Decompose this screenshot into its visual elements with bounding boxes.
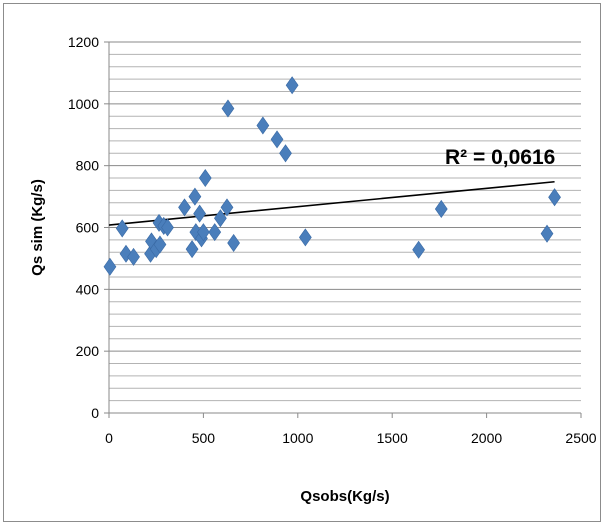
data-point [119,244,133,263]
data-point [270,130,284,149]
r-squared-annotation: R² = 0,0616 [445,146,555,169]
data-point [285,76,299,95]
data-point [221,99,235,118]
data-point [298,228,312,247]
x-tick-labels: 0 500 1000 1500 2000 2500 [105,430,597,446]
trendline [108,180,555,226]
data-point [227,233,240,252]
data-point [548,188,561,207]
data-point [279,144,292,163]
chart-frame: 0 200 400 600 800 1000 1200 0 500 1000 1500 2000 25… [3,3,601,522]
y-tick-label: 200 [76,343,100,359]
data-point [208,223,222,242]
data-point [540,224,554,243]
data-point [434,199,448,218]
data-point [188,187,202,206]
data-point [185,240,199,259]
y-tick-label: 400 [76,281,100,297]
x-tick-label: 2000 [471,430,502,446]
data-point [115,219,129,238]
data-point [127,247,140,266]
x-tick-label: 1000 [282,430,313,446]
x-tick-label: 1500 [377,430,408,446]
y-tick-label: 1000 [68,96,99,112]
data-point [178,198,191,217]
x-axis-title: Qsobs(Kg/s) [300,488,389,505]
scatter-chart: 0 200 400 600 800 1000 1200 0 500 1000 1500 2000 25… [29,34,597,505]
data-point [412,240,425,259]
y-tick-label: 800 [76,158,100,174]
gridlines [109,41,581,402]
data-points [103,76,561,276]
data-point [103,257,117,276]
data-point [193,204,206,223]
y-tick-labels: 0 200 400 600 800 1000 1200 [68,34,99,421]
x-tick-label: 500 [192,430,216,446]
y-tick-label: 600 [76,220,100,236]
x-tick-label: 2500 [565,430,596,446]
y-tick-label: 0 [91,405,99,421]
data-point [214,209,227,228]
y-tick-label: 1200 [68,34,99,50]
axes [104,41,582,418]
data-point [197,223,210,242]
data-point [256,116,270,135]
data-point [161,218,174,237]
x-tick-label: 0 [105,430,113,446]
data-point [153,235,167,254]
y-axis-title: Qs sim (Kg/s) [29,179,46,276]
data-point [220,198,234,217]
data-point [198,169,212,188]
